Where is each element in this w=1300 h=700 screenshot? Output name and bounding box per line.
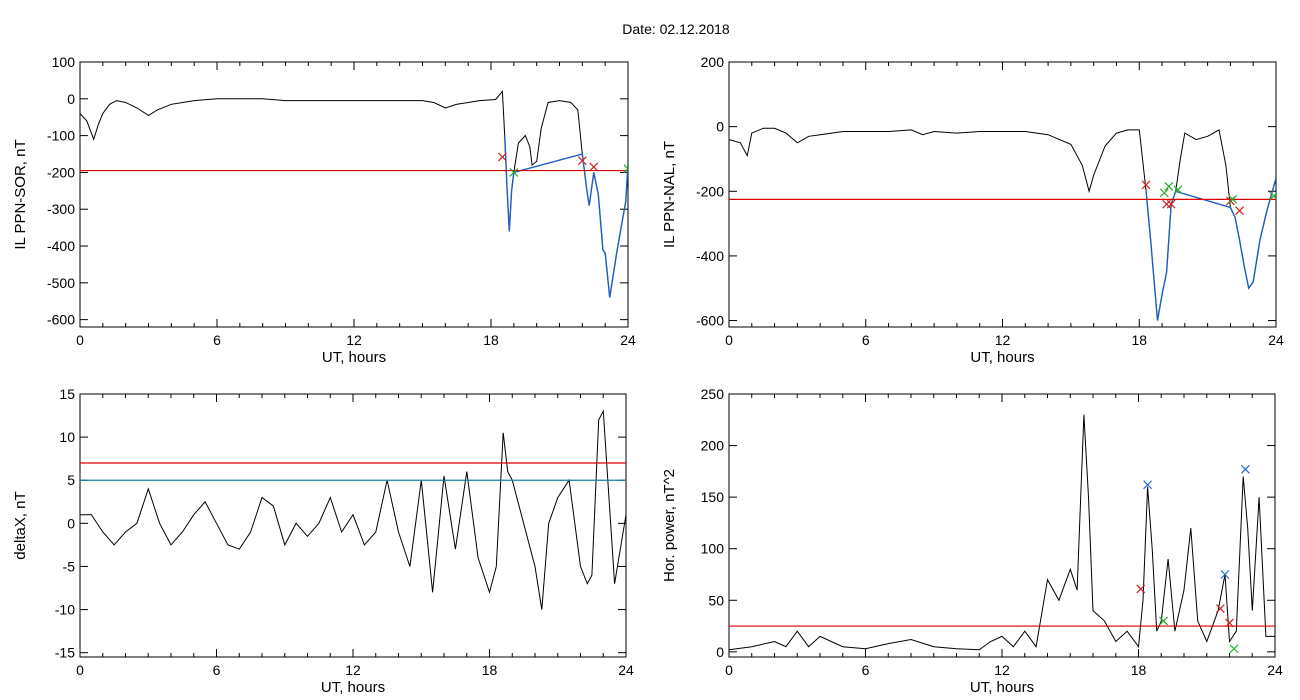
x-tick-label: 6 bbox=[862, 332, 870, 348]
event-marker bbox=[497, 152, 507, 162]
y-tick-label: -200 bbox=[47, 164, 75, 180]
event-marker bbox=[1215, 604, 1225, 613]
event-marker bbox=[1164, 181, 1174, 191]
y-tick-label: 0 bbox=[67, 515, 75, 531]
x-tick-label: 12 bbox=[346, 332, 362, 348]
y-tick-label: 250 bbox=[701, 386, 725, 402]
event-marker bbox=[509, 167, 519, 177]
plot-area bbox=[729, 127, 1276, 321]
y-tick-label: 10 bbox=[59, 429, 75, 445]
event-marker bbox=[1269, 191, 1276, 201]
x-tick-label: 6 bbox=[213, 662, 221, 678]
event-marker bbox=[1228, 194, 1238, 204]
event-marker bbox=[1235, 206, 1244, 216]
y-axis-title: IL PPN-NAL, nT bbox=[661, 141, 678, 248]
y-tick-label: -600 bbox=[47, 312, 75, 328]
y-tick-label: -200 bbox=[696, 183, 724, 199]
x-tick-label: 6 bbox=[862, 662, 870, 678]
event-marker bbox=[1143, 480, 1153, 490]
y-tick-label: -300 bbox=[47, 201, 75, 217]
event-marker bbox=[1225, 618, 1234, 628]
x-tick-label: 12 bbox=[994, 662, 1010, 678]
event-marker bbox=[1159, 188, 1169, 198]
x-tick-label: 18 bbox=[1131, 332, 1147, 348]
y-tick-label: 0 bbox=[716, 644, 724, 660]
event-marker bbox=[1166, 199, 1176, 209]
panel-ppn-sor: 0 6 12 18 24 100 0 -100 -200 -300 -400 -500 -600 UT, … bbox=[12, 54, 636, 366]
figure-title: Date: 02.12.2018 bbox=[622, 21, 730, 37]
series-line bbox=[80, 409, 626, 610]
plot-area bbox=[729, 414, 1275, 654]
x-tick-label: 0 bbox=[725, 662, 733, 678]
x-tick-label: 18 bbox=[483, 332, 499, 348]
y-tick-label: -500 bbox=[47, 275, 75, 291]
plot-area bbox=[80, 90, 628, 298]
x-axis-title: UT, hours bbox=[970, 349, 1034, 366]
y-tick-label: -10 bbox=[55, 602, 75, 618]
event-marker bbox=[1159, 616, 1168, 626]
x-axis-title: UT, hours bbox=[970, 679, 1034, 696]
y-tick-label: 150 bbox=[701, 489, 725, 505]
event-marker bbox=[1136, 584, 1146, 594]
y-tick-label: -5 bbox=[63, 558, 76, 574]
plot-frame bbox=[728, 393, 1276, 658]
y-tick-label: -400 bbox=[696, 248, 724, 264]
y-tick-label: 100 bbox=[701, 541, 725, 557]
event-marker bbox=[1229, 644, 1239, 654]
y-tick-label: 0 bbox=[67, 91, 75, 107]
x-tick-label: 12 bbox=[995, 332, 1011, 348]
event-marker bbox=[623, 164, 628, 174]
event-marker bbox=[1220, 570, 1230, 579]
event-marker bbox=[1173, 185, 1183, 195]
y-tick-label: 200 bbox=[701, 54, 725, 70]
x-tick-label: 24 bbox=[620, 332, 636, 348]
y-tick-label: 50 bbox=[708, 592, 724, 608]
y-axis-title: IL PPN-SOR, nT bbox=[12, 139, 29, 249]
y-tick-label: -400 bbox=[47, 238, 75, 254]
highlight-series-line bbox=[504, 135, 628, 298]
y-tick-label: -100 bbox=[47, 128, 75, 144]
panel-hor-power: 0 6 12 18 24 250 200 150 100 50 0 UT, hours Hor. pow… bbox=[661, 386, 1283, 696]
plot-frame bbox=[79, 61, 629, 328]
x-tick-label: 24 bbox=[1267, 662, 1283, 678]
x-tick-label: 24 bbox=[618, 662, 634, 678]
x-tick-label: 0 bbox=[76, 332, 84, 348]
plot-frame bbox=[728, 61, 1277, 328]
event-marker bbox=[577, 156, 587, 166]
event-marker bbox=[1141, 180, 1151, 190]
y-axis-title: Hor. power, nT^2 bbox=[661, 469, 678, 582]
y-tick-label: 5 bbox=[67, 472, 75, 488]
x-tick-label: 18 bbox=[1131, 662, 1147, 678]
event-marker bbox=[589, 162, 599, 172]
plot-frame bbox=[79, 393, 627, 658]
x-tick-label: 6 bbox=[213, 332, 221, 348]
y-tick-label: 200 bbox=[701, 438, 725, 454]
y-axis-title: deltaX, nT bbox=[12, 491, 29, 559]
panel-deltax: 0 6 12 18 24 15 10 5 0 -5 -10 -15 UT, hours deltaX, n… bbox=[12, 386, 634, 696]
series-line bbox=[729, 414, 1275, 651]
y-tick-label: -600 bbox=[696, 313, 724, 329]
x-axis-title: UT, hours bbox=[321, 679, 385, 696]
panel-ppn-nal: 0 6 12 18 24 200 0 -200 -400 -600 UT, hours IL PPN-… bbox=[661, 54, 1284, 366]
y-tick-label: -15 bbox=[55, 645, 75, 661]
y-tick-label: 15 bbox=[59, 386, 75, 402]
x-axis-title: UT, hours bbox=[322, 349, 386, 366]
x-tick-label: 18 bbox=[482, 662, 498, 678]
highlight-series-line bbox=[1145, 178, 1276, 321]
y-tick-label: 0 bbox=[716, 119, 724, 135]
event-marker bbox=[1241, 464, 1250, 474]
x-tick-label: 12 bbox=[345, 662, 361, 678]
x-tick-label: 24 bbox=[1268, 332, 1284, 348]
plot-area bbox=[80, 409, 626, 610]
event-marker bbox=[1162, 199, 1172, 209]
series-line bbox=[729, 127, 1276, 321]
x-tick-label: 0 bbox=[725, 332, 733, 348]
x-tick-label: 0 bbox=[76, 662, 84, 678]
y-tick-label: 100 bbox=[52, 54, 76, 70]
series-line bbox=[80, 90, 628, 298]
